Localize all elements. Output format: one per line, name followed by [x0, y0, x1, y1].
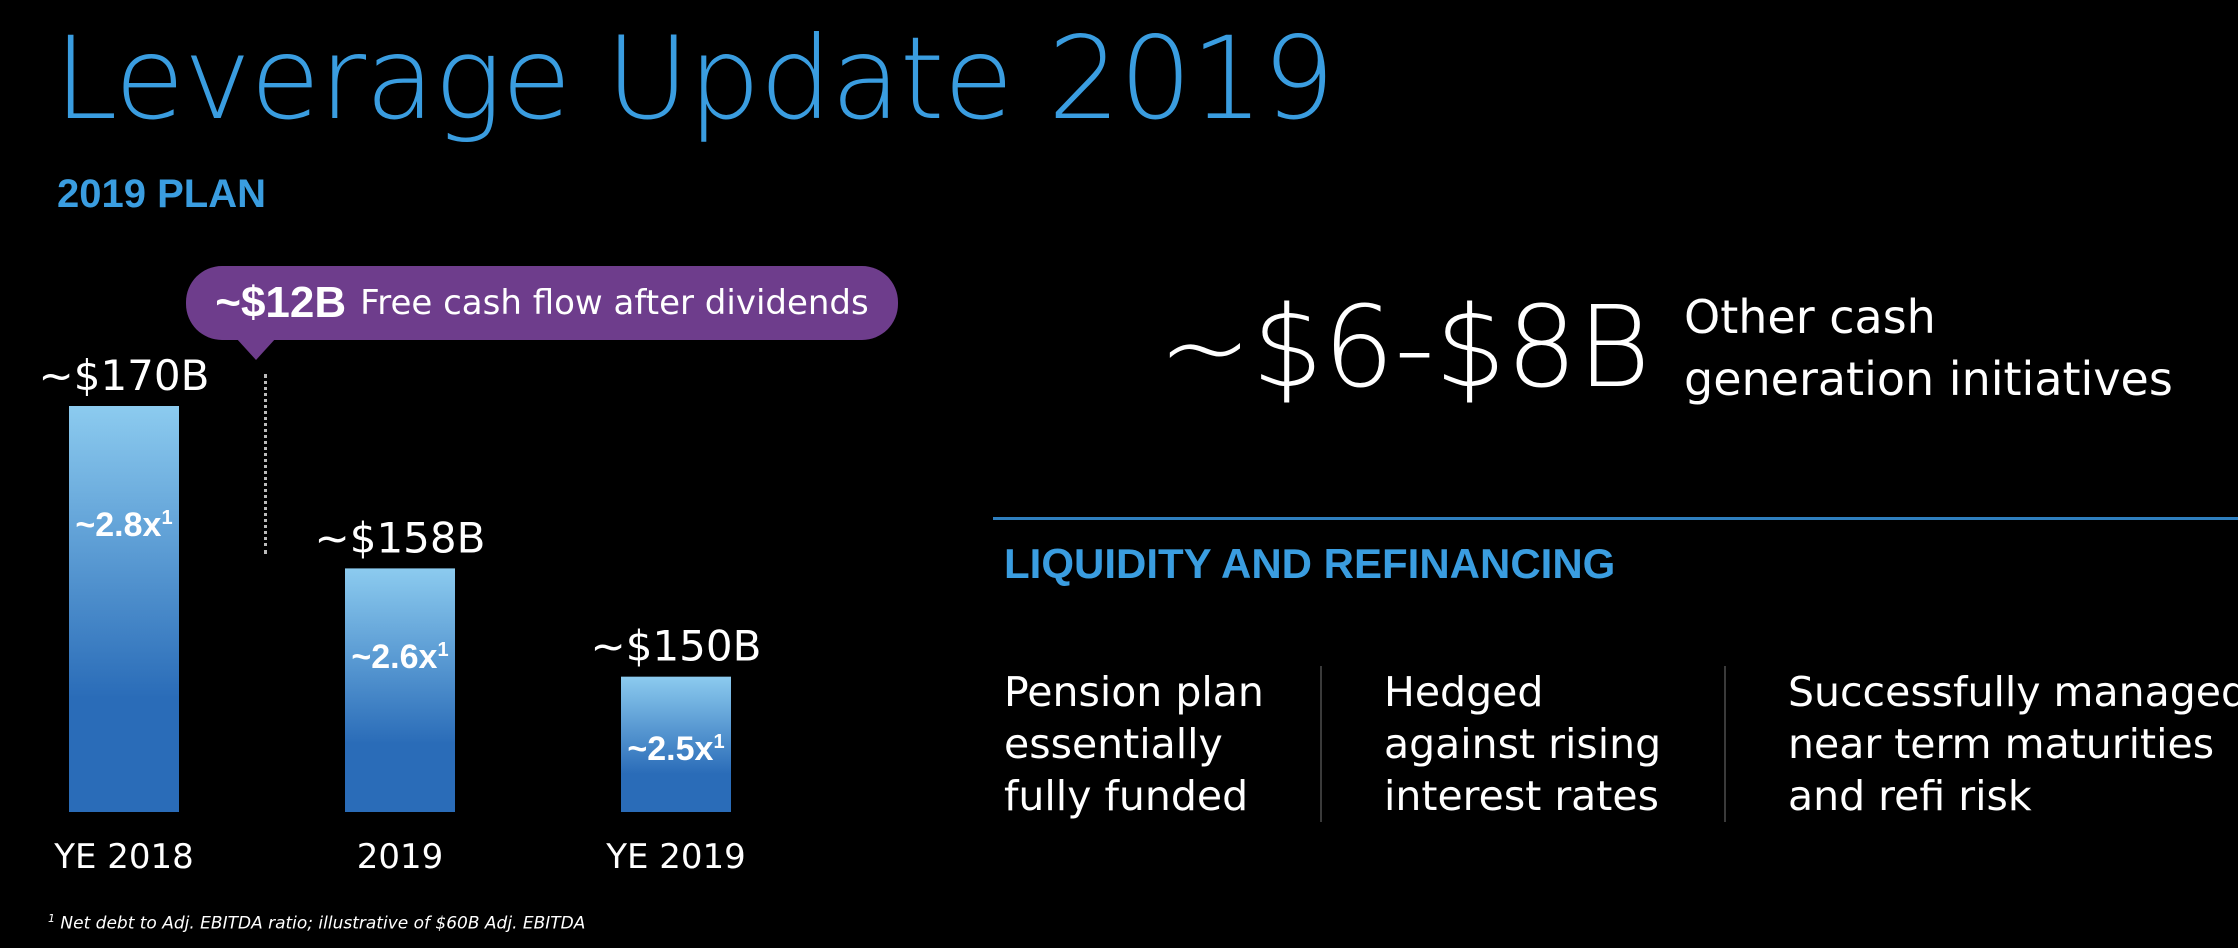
page-title: Leverage Update 2019 [54, 12, 1335, 145]
bar-value-label: ~$150B [591, 622, 762, 671]
column-divider [1320, 666, 1322, 822]
bar-ratio-label: ~2.8x1 [75, 506, 172, 544]
liquidity-item-hedged: Hedged against rising interest rates [1384, 666, 1661, 822]
fcf-callout: ~$12B Free cash flow after dividends [186, 266, 898, 340]
other-cash-description: Other cash generation initiatives [1684, 286, 2204, 410]
column-divider [1724, 666, 1726, 822]
liquidity-item-line: Pension plan [1004, 668, 1264, 716]
other-cash-amount: ~$6-$8B [1158, 283, 1651, 413]
category-label: 2019 [357, 837, 444, 877]
footnote-marker: 1 [48, 912, 55, 925]
bar [621, 676, 731, 812]
bar [69, 406, 179, 812]
bar-value-label: ~$170B [39, 351, 210, 400]
category-label: YE 2019 [605, 837, 746, 877]
liquidity-item-line: near term maturities [1788, 720, 2215, 768]
callout-pointer [236, 338, 276, 360]
footnote-text: Net debt to Adj. EBITDA ratio; illustrat… [60, 913, 586, 934]
liquidity-item-line: Hedged [1384, 668, 1544, 716]
liquidity-item-line: against rising [1384, 720, 1662, 768]
callout-dotted-line [264, 374, 267, 554]
liquidity-item-line: fully funded [1004, 772, 1249, 820]
section-subtitle: 2019 PLAN [57, 172, 266, 216]
callout-amount: ~$12B [215, 278, 347, 327]
liquidity-item-line: interest rates [1384, 772, 1659, 820]
liquidity-item-maturities: Successfully managed near term maturitie… [1788, 666, 2238, 822]
other-cash-line: Other cash [1684, 290, 1936, 344]
bar [345, 568, 455, 812]
liquidity-item-line: essentially [1004, 720, 1223, 768]
footnote: 1 Net debt to Adj. EBITDA ratio; illustr… [48, 912, 585, 934]
bar-ratio-label: ~2.6x1 [351, 638, 448, 676]
liquidity-item-pension: Pension plan essentially fully funded [1004, 666, 1264, 822]
liquidity-item-line: Successfully managed [1788, 668, 2238, 716]
bar-value-label: ~$158B [315, 513, 486, 562]
other-cash-line: generation initiatives [1684, 352, 2173, 406]
section-rule [993, 517, 2238, 520]
liquidity-item-line: and refi risk [1788, 772, 2032, 820]
callout-text: Free cash flow after dividends [360, 283, 869, 323]
liquidity-heading: LIQUIDITY AND REFINANCING [1004, 540, 1616, 587]
category-label: YE 2018 [53, 837, 194, 877]
bar-ratio-label: ~2.5x1 [627, 730, 724, 768]
net-debt-bar-chart: ~$170B ~2.8x1 YE 2018 ~$158B ~2.6x1 2019 ~$150… [39, 351, 762, 877]
